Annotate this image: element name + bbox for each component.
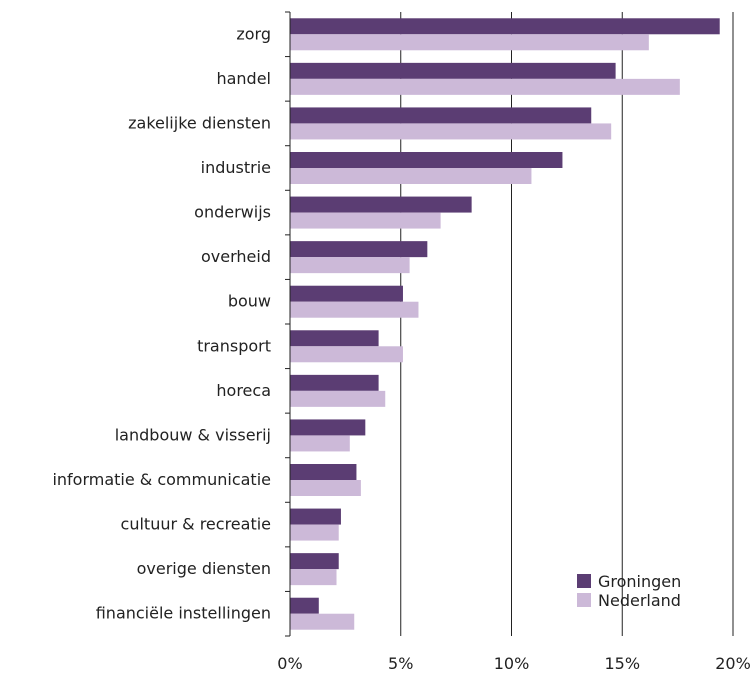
bar-groningen xyxy=(290,464,357,480)
category-label: transport xyxy=(197,336,271,355)
category-label: horeca xyxy=(216,381,271,400)
bar-groningen xyxy=(290,18,720,35)
category-label: overige diensten xyxy=(137,559,271,578)
legend-swatch xyxy=(577,574,591,588)
bar-nederland xyxy=(290,569,337,586)
bar-nederland xyxy=(290,346,403,363)
bar-nederland xyxy=(290,301,419,318)
legend-swatch xyxy=(577,593,591,607)
category-label: informatie & communicatie xyxy=(52,470,271,489)
legend-label: Groningen xyxy=(598,572,681,591)
bar-groningen xyxy=(290,419,366,436)
category-label: industrie xyxy=(201,158,271,177)
category-label: zorg xyxy=(236,24,271,43)
bar-groningen xyxy=(290,107,592,124)
bar-groningen xyxy=(290,241,428,258)
bar-groningen xyxy=(290,508,341,525)
category-label: financiële instellingen xyxy=(96,604,271,623)
x-tick-label: 20% xyxy=(715,654,751,673)
bar-nederland xyxy=(290,435,350,452)
bar-groningen xyxy=(290,553,339,570)
x-tick-label: 10% xyxy=(494,654,530,673)
bar-groningen xyxy=(290,196,472,213)
bar-nederland xyxy=(290,212,441,229)
category-label: handel xyxy=(216,69,271,88)
bars xyxy=(290,18,720,630)
bar-nederland xyxy=(290,390,386,407)
x-tick-label: 5% xyxy=(388,654,413,673)
category-label: cultuur & recreatie xyxy=(121,515,271,534)
bar-nederland xyxy=(290,613,355,630)
x-tick-label: 0% xyxy=(277,654,302,673)
bar-groningen xyxy=(290,152,563,168)
x-tick-labels: 0% 5% 10% 15% 20% xyxy=(277,654,750,673)
bar-nederland xyxy=(290,257,410,274)
x-tick-label: 15% xyxy=(604,654,640,673)
category-label: onderwijs xyxy=(194,203,271,222)
bar-groningen xyxy=(290,374,379,391)
category-label: zakelijke diensten xyxy=(128,113,271,132)
bar-nederland xyxy=(290,480,361,496)
bar-nederland xyxy=(290,524,339,541)
bar-groningen xyxy=(290,330,379,347)
legend-label: Nederland xyxy=(598,591,681,610)
bar-groningen xyxy=(290,597,319,614)
bar-nederland xyxy=(290,34,649,51)
category-label: landbouw & visserij xyxy=(115,425,271,444)
y-axis xyxy=(285,11,291,637)
category-label: bouw xyxy=(228,292,271,311)
gridlines xyxy=(400,12,734,636)
bar-nederland xyxy=(290,78,680,95)
bar-groningen xyxy=(290,285,403,302)
bar-nederland xyxy=(290,168,532,184)
bar-nederland xyxy=(290,123,612,140)
bar-groningen xyxy=(290,62,616,79)
category-labels: zorg handel zakelijke diensten industrie ond… xyxy=(52,24,271,622)
category-label: overheid xyxy=(201,247,271,266)
